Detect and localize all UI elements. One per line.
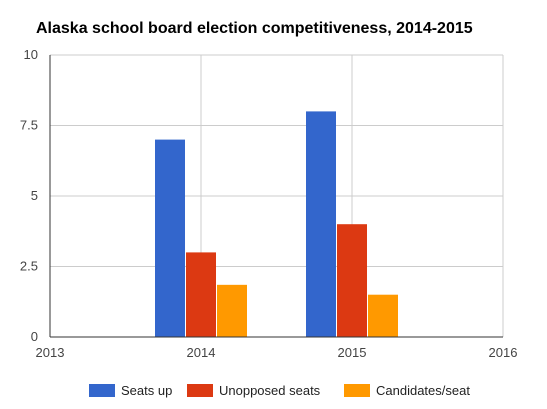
bar-candidates-seat-2014	[217, 284, 247, 337]
y-tick-label: 5	[31, 188, 38, 203]
x-tick-label: 2014	[187, 345, 216, 360]
bar-seats-up-2015	[306, 111, 336, 338]
legend-swatch	[344, 384, 370, 397]
bar-unopposed-seats-2014	[186, 252, 216, 337]
axes	[49, 55, 503, 338]
chart-title: Alaska school board election competitive…	[36, 20, 473, 37]
legend-swatch	[187, 384, 213, 397]
x-tick-label: 2013	[36, 345, 65, 360]
y-tick-label: 0	[31, 329, 38, 344]
bar-unopposed-seats-2015	[337, 224, 367, 337]
legend-label: Seats up	[121, 383, 172, 398]
y-tick-label: 7.5	[20, 118, 38, 133]
x-tick-labels: 2013 2014 2015 2016	[36, 345, 518, 360]
bar-seats-up-2014	[155, 139, 185, 337]
gridlines	[50, 54, 504, 337]
x-tick-label: 2016	[489, 345, 518, 360]
bars	[155, 111, 398, 338]
legend: Seats up Unopposed seats Candidates/seat	[89, 383, 470, 398]
y-tick-label: 2.5	[20, 259, 38, 274]
x-tick-label: 2015	[338, 345, 367, 360]
legend-swatch	[89, 384, 115, 397]
y-tick-labels: 0 2.5 5 7.5 10	[20, 47, 38, 344]
y-tick-label: 10	[24, 47, 38, 62]
legend-label: Unopposed seats	[219, 383, 321, 398]
bar-candidates-seat-2015	[368, 294, 398, 337]
legend-label: Candidates/seat	[376, 383, 470, 398]
